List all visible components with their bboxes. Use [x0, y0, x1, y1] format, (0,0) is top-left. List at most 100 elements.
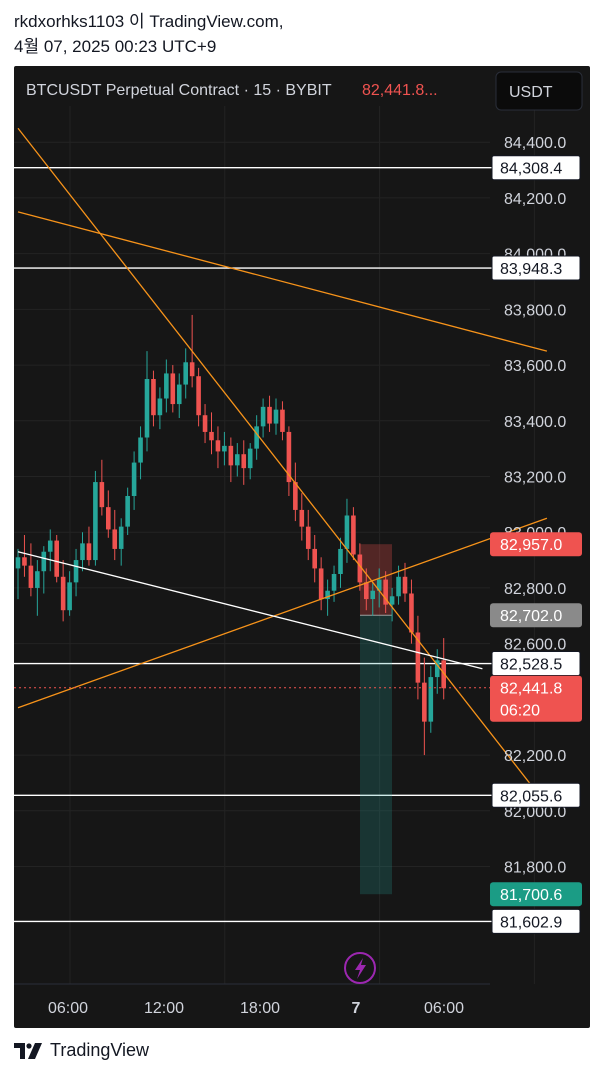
candle [93, 482, 98, 561]
candle [164, 373, 169, 399]
candle [441, 660, 446, 689]
level-tag-label: 82,055.6 [500, 788, 562, 805]
candle [254, 426, 259, 449]
y-tick-label: 82,000.0 [504, 804, 566, 821]
time-axis[interactable]: 06:00 12:00 18:00 7 06:00 [14, 983, 490, 1017]
candle [80, 543, 85, 561]
candle [389, 596, 395, 605]
tradingview-logo-icon [14, 1042, 42, 1059]
candle [409, 593, 414, 633]
tradingview-brand: TradingView [50, 1040, 150, 1060]
candle [351, 515, 356, 555]
y-tick-label: 81,800.0 [504, 860, 566, 877]
y-tick-label: 82,800.0 [504, 581, 566, 598]
orange-trendline[interactable] [17, 211, 548, 352]
candle [196, 376, 201, 416]
x-tick-label: 06:00 [48, 1000, 88, 1017]
candle [325, 590, 330, 600]
candle [202, 415, 208, 432]
level-tag-label: 82,528.5 [500, 657, 562, 674]
lightning-icon[interactable] [344, 952, 376, 984]
white-trendline[interactable] [17, 551, 483, 670]
x-tick-label: 18:00 [240, 1000, 280, 1017]
level-tag-label: 81,602.9 [500, 914, 562, 931]
candle [228, 445, 234, 466]
target-zone[interactable] [360, 615, 392, 895]
candle [22, 557, 27, 566]
candle [209, 431, 214, 441]
candle [222, 445, 227, 452]
candle [215, 440, 221, 452]
orange-trendline[interactable] [17, 517, 548, 709]
candle [15, 557, 21, 569]
candle [47, 540, 53, 552]
candle [86, 543, 92, 561]
target-price-label: 81,700.6 [500, 887, 562, 904]
candle [434, 660, 440, 678]
candle [338, 548, 343, 574]
level-tag-label: 83,948.3 [500, 261, 562, 278]
y-tick-label: 83,800.0 [504, 302, 566, 319]
candle [170, 373, 176, 405]
candle [331, 574, 337, 591]
candle [235, 454, 240, 466]
candle [318, 568, 324, 600]
candle [41, 551, 47, 572]
candle [54, 540, 59, 577]
level-tag [491, 782, 581, 808]
candle [396, 576, 401, 597]
candle [176, 384, 182, 405]
candle [157, 398, 163, 416]
author-line: rkdxorhks1103 이 TradingView.com, [14, 12, 284, 31]
y-tick-label: 84,200.0 [504, 191, 566, 208]
candle [370, 590, 376, 600]
timestamp-line: 4월 07, 2025 00:23 UTC+9 [14, 37, 217, 56]
last-price-label: 82,441.8 [500, 681, 562, 698]
candle [28, 565, 34, 588]
x-tick-label: 06:00 [424, 1000, 464, 1017]
price-tags: 84,308.4 83,948.3 82,528.5 82,055.6 81,602.9… [490, 155, 582, 934]
candle [280, 409, 285, 432]
candle [376, 579, 382, 591]
candle [267, 406, 272, 424]
y-tick-label: 84,400.0 [504, 135, 566, 152]
candle [125, 496, 130, 527]
y-tick-label: 83,200.0 [504, 470, 566, 487]
candle [151, 379, 156, 416]
x-tick-label: 7 [352, 1000, 361, 1017]
candles [15, 314, 446, 756]
price-chart[interactable]: 84,400.084,200.084,000.083,800.083,600.0… [14, 66, 590, 1028]
y-tick-label: 82,600.0 [504, 637, 566, 654]
candle [241, 454, 247, 469]
candle [422, 682, 427, 722]
price-axis[interactable]: 84,400.084,200.084,000.083,800.083,600.0… [504, 135, 566, 876]
candle [247, 448, 253, 469]
currency-button[interactable]: USDT [495, 71, 583, 111]
candle [138, 437, 143, 463]
entry-price-tag [490, 603, 582, 628]
candle [144, 379, 150, 438]
candle [415, 632, 421, 683]
countdown-label: 06:20 [500, 703, 540, 720]
candle [286, 431, 292, 483]
level-tag [491, 908, 581, 934]
target-price-tag [490, 882, 582, 907]
candle [260, 406, 266, 427]
candle [428, 677, 434, 722]
candle [189, 362, 195, 377]
candle [106, 507, 111, 530]
candle [118, 526, 124, 549]
candle [312, 548, 317, 569]
chart-panel[interactable]: 84,400.0 84,200.0 84,000.0 83,800.0 83,600.0… [14, 66, 590, 1028]
candle [131, 462, 137, 496]
level-tag [491, 651, 581, 677]
trendlines[interactable] [17, 127, 548, 806]
orange-trendline[interactable] [17, 127, 548, 806]
y-tick-label: 83,400.0 [504, 414, 566, 431]
candle [73, 560, 79, 583]
share-header: rkdxorhks1103 이 TradingView.com, 4월 07, … [14, 10, 284, 60]
level-tag [491, 255, 581, 281]
candle [67, 582, 72, 611]
stop-price-tag [490, 532, 582, 557]
candle [402, 576, 408, 594]
